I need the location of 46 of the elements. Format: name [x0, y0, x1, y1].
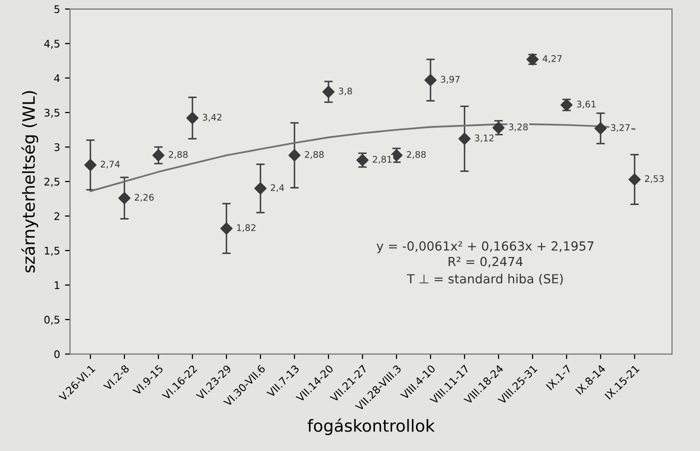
y-tick-label: 3 [54, 143, 60, 152]
data-label: 2,26 [134, 194, 154, 202]
annotation: R² = 0,2474 [448, 256, 523, 268]
annotation: y = -0,0061x² + 0,1663x + 2,1957 [376, 241, 594, 254]
data-label: 4,27 [542, 55, 562, 63]
y-tick-label: 0 [54, 350, 60, 358]
y-tick-label: 1 [54, 281, 60, 289]
data-label: 1,82 [237, 224, 256, 232]
point [152, 149, 165, 162]
point [118, 192, 130, 204]
y-tick-label: 2 [54, 212, 60, 220]
annotation: T ⊥ = standard hiba (SE) [406, 274, 563, 285]
y-tick-label: 1,5 [44, 246, 60, 256]
data-label: 3,42 [202, 114, 222, 122]
point [288, 149, 301, 162]
point [186, 112, 199, 124]
data-label: 2,4 [270, 184, 284, 192]
point [594, 122, 607, 134]
data-label: 2,81 [372, 156, 392, 164]
y-tick-label: 4 [54, 74, 60, 82]
y-tick-label: 5 [54, 5, 60, 14]
y-tick-label: 3,5 [44, 108, 60, 118]
point [254, 182, 267, 194]
y-tick-label: 2,5 [44, 178, 60, 187]
point [458, 132, 471, 145]
y-tick-label: 4,5 [44, 40, 60, 49]
data-label: 3,8 [338, 88, 352, 96]
point [628, 173, 641, 186]
data-label: 2,88 [406, 151, 426, 159]
data-label: 2,74 [100, 160, 120, 169]
data-label: 2,88 [304, 151, 324, 159]
point [84, 158, 96, 172]
data-label: 3,27 [610, 124, 630, 132]
data-label: 3,12 [474, 134, 494, 142]
point [322, 86, 335, 98]
data-label: 2,53 [644, 175, 664, 183]
data-label: 3,61 [576, 100, 596, 108]
point [424, 74, 437, 86]
line-series [90, 123, 636, 192]
data-label: 2,88 [168, 151, 188, 159]
data-label: 3,97 [440, 76, 460, 84]
data-label: 3,28 [508, 123, 528, 132]
y-tick-label: 0,5 [44, 316, 60, 325]
point [220, 222, 233, 235]
x-axis-title: fogáskontrollok [308, 418, 435, 436]
y-axis-title: szárnyterheltség (WL) [21, 91, 38, 272]
